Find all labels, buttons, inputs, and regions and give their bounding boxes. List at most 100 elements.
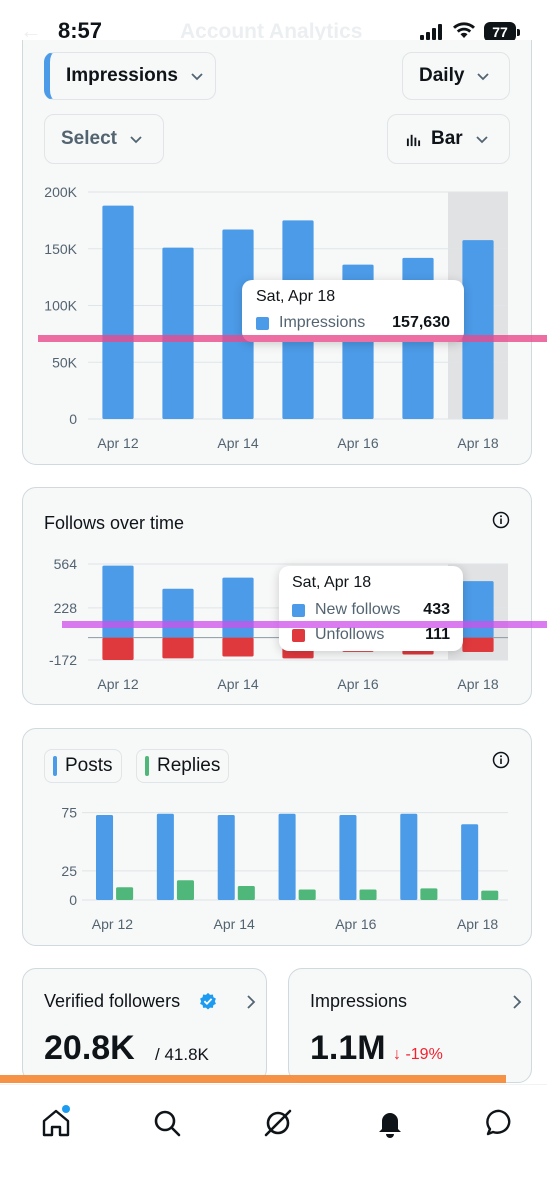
verified-followers-label: Verified followers (44, 991, 181, 1011)
legend-swatch (53, 756, 57, 776)
battery-icon: 77 (484, 22, 520, 42)
bar-chart-icon (406, 134, 421, 146)
unfollows-bar (162, 637, 194, 659)
tooltip-row-unfollows: Unfollows (292, 626, 384, 644)
tooltip-series-name: New follows (315, 601, 401, 618)
posts-bar (339, 814, 357, 900)
y-tick-label: 50K (52, 354, 78, 370)
posts-bar (278, 813, 296, 900)
tooltip-row-new-follows: New follows (292, 601, 400, 619)
chart-type-dropdown[interactable]: Bar (387, 114, 510, 164)
x-tick-label: Apr 14 (217, 676, 258, 692)
tooltip-value: 433 (423, 601, 450, 618)
compare-dropdown-label: Select (61, 128, 117, 149)
impressions-bar (222, 229, 254, 419)
x-tick-label: Apr 18 (457, 435, 498, 451)
posts-bar (95, 814, 114, 900)
impressions-bar (102, 205, 134, 419)
tooltip-date: Sat, Apr 18 (292, 574, 372, 591)
y-tick-label: -172 (49, 652, 77, 668)
unfollows-bar (222, 637, 254, 657)
grok-icon[interactable] (262, 1107, 294, 1139)
verified-badge-icon (200, 992, 216, 1010)
tooltip-date: Sat, Apr 18 (256, 288, 336, 305)
compare-dropdown[interactable]: Select (44, 114, 164, 164)
back-arrow-icon[interactable]: ← (20, 18, 42, 43)
info-icon[interactable] (492, 511, 510, 529)
y-tick-label: 0 (69, 892, 77, 908)
follows-tooltip: Sat, Apr 18 New follows 433 Unfollows 11… (279, 566, 463, 651)
posts-bar (461, 824, 479, 900)
impressions-bar (462, 240, 494, 419)
impressions-stat-change: ↓ -19% (393, 1046, 443, 1063)
impressions-stat-label: Impressions (310, 991, 408, 1011)
replies-bar (176, 880, 194, 900)
tooltip-row: Impressions (256, 314, 365, 332)
x-tick-label: Apr 12 (97, 435, 138, 451)
x-tick-label: Apr 18 (457, 916, 498, 932)
orange-marker-line (0, 1075, 506, 1083)
chevron-right-icon (513, 995, 522, 1009)
y-tick-label: 75 (61, 805, 77, 821)
period-dropdown-label: Daily (419, 65, 465, 86)
impressions-bar (162, 247, 194, 419)
cellular-signal-icon (420, 24, 442, 40)
replies-bar (116, 887, 134, 900)
x-tick-label: Apr 12 (92, 916, 133, 932)
chevron-right-icon (247, 995, 256, 1009)
legend-label: Posts (65, 755, 113, 776)
x-tick-label: Apr 12 (97, 676, 138, 692)
verified-followers-card[interactable]: Verified followers 20.8K / 41.8K (22, 968, 267, 1083)
x-tick-label: Apr 16 (335, 916, 376, 932)
y-tick-label: 150K (44, 241, 77, 257)
replies-bar (481, 890, 499, 900)
legend-swatch (145, 756, 149, 776)
x-tick-label: Apr 16 (337, 435, 378, 451)
chart-type-label: Bar (431, 128, 463, 149)
legend-label: Replies (157, 755, 221, 776)
legend-swatch (292, 628, 305, 642)
unfollows-bar (102, 637, 134, 660)
tooltip-series-name: Impressions (279, 314, 366, 331)
y-tick-label: 100K (44, 298, 77, 314)
x-tick-label: Apr 16 (337, 676, 378, 692)
period-dropdown[interactable]: Daily (402, 52, 510, 100)
home-icon[interactable] (40, 1107, 72, 1139)
replies-bar (359, 889, 377, 900)
legend-posts[interactable]: Posts (44, 749, 122, 783)
verified-followers-total: / 41.8K (155, 1045, 209, 1064)
info-icon[interactable] (492, 751, 510, 769)
x-tick-label: Apr 18 (457, 676, 498, 692)
messages-icon[interactable] (484, 1107, 516, 1139)
unfollows-bar (462, 637, 494, 653)
wifi-icon (453, 22, 475, 38)
y-tick-label: 0 (69, 411, 77, 427)
y-tick-label: 564 (54, 556, 78, 572)
search-icon[interactable] (151, 1107, 183, 1139)
legend-replies[interactable]: Replies (136, 749, 230, 783)
replies-bar (298, 889, 316, 900)
replies-bar (420, 888, 438, 900)
bell-icon[interactable] (374, 1107, 406, 1139)
chevron-down-icon (476, 136, 488, 144)
pink-marker-line (38, 335, 547, 342)
x-tick-label: Apr 14 (217, 435, 258, 451)
purple-marker-line (62, 621, 547, 628)
legend-swatch (256, 316, 269, 330)
y-tick-label: 228 (54, 600, 78, 616)
new-follows-bar (102, 565, 134, 638)
battery-level: 77 (492, 24, 508, 40)
metric-dropdown[interactable]: Impressions (44, 52, 216, 100)
chevron-down-icon (130, 136, 142, 144)
metric-dropdown-label: Impressions (66, 65, 178, 86)
chevron-down-icon (477, 73, 490, 81)
posts-bar (156, 813, 174, 900)
legend-swatch (292, 603, 305, 617)
impressions-stat-card[interactable]: Impressions 1.1M ↓ -19% (288, 968, 532, 1083)
impressions-stat-value: 1.1M (310, 1029, 386, 1067)
bottom-tab-bar (0, 1084, 547, 1199)
x-tick-label: Apr 14 (214, 916, 255, 932)
impressions-tooltip: Sat, Apr 18 Impressions 157,630 (242, 280, 464, 342)
